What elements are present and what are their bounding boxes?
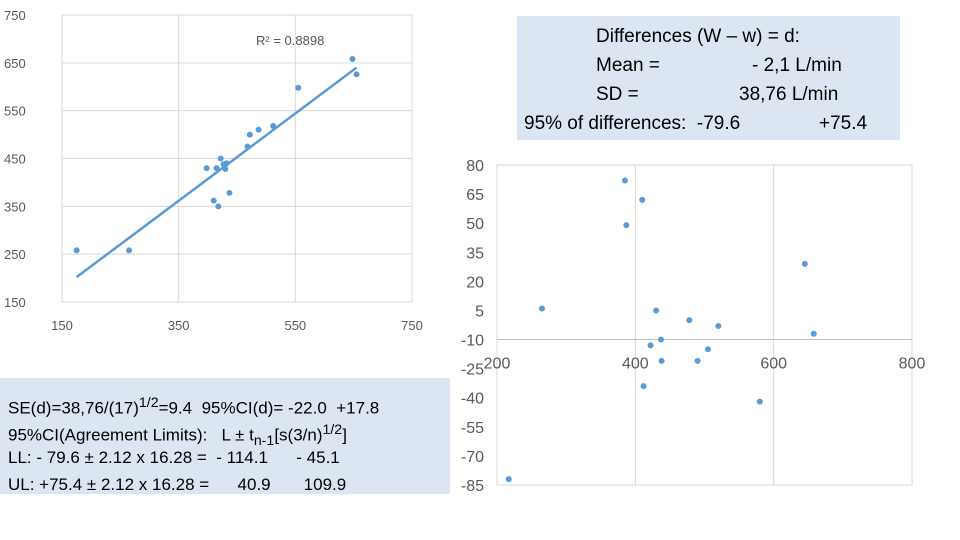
data-point xyxy=(810,330,817,337)
y-tick-label: 150 xyxy=(4,295,26,310)
data-point xyxy=(223,160,230,167)
y-tick-label: 65 xyxy=(466,187,484,204)
grid-lines xyxy=(496,165,913,485)
difference-scatter-chart: 80 65 50 35 20 5 -10 -25 -40 -55 -70 -85 200 400 600 80… xyxy=(461,158,926,495)
data-point xyxy=(217,155,224,162)
data-point xyxy=(704,346,711,353)
trendline-segment xyxy=(75,66,358,279)
limits-label: 95% of differences: -79.6 xyxy=(524,113,741,134)
data-point xyxy=(126,247,133,254)
y-tick-label: -10 xyxy=(461,333,484,350)
trendline xyxy=(75,66,358,279)
data-point xyxy=(203,165,210,172)
tick-labels: 150 250 350 450 550 650 750 150 350 550 750 xyxy=(4,8,423,333)
data-point xyxy=(210,197,217,204)
data-point xyxy=(658,357,665,364)
data-point xyxy=(270,122,277,129)
y-tick-label: -85 xyxy=(461,478,484,495)
data-point xyxy=(246,131,253,138)
y-tick-label: 350 xyxy=(4,199,26,214)
data-point xyxy=(226,189,233,196)
y-tick-label: -40 xyxy=(461,391,484,408)
data-point xyxy=(621,177,628,184)
data-point xyxy=(505,476,512,483)
data-point xyxy=(244,143,251,150)
y-tick-label: 250 xyxy=(4,247,26,262)
y-tick-label: -70 xyxy=(461,449,484,466)
data-point xyxy=(640,383,647,390)
y-tick-label: 550 xyxy=(4,104,26,119)
data-point xyxy=(538,305,545,312)
data-point xyxy=(213,165,220,172)
y-tick-label: 5 xyxy=(475,303,484,320)
y-tick-label: 650 xyxy=(4,56,26,71)
mean-value: - 2,1 L/min xyxy=(752,55,842,76)
tick-labels: 80 65 50 35 20 5 -10 -25 -40 -55 -70 -85 200 400 600 80… xyxy=(461,158,926,495)
data-point xyxy=(756,398,763,405)
x-tick-label: 400 xyxy=(622,356,649,373)
x-tick-label: 200 xyxy=(484,356,511,373)
data-point xyxy=(295,84,302,91)
data-point xyxy=(647,342,654,349)
se-line: SE(d)=38,76/(17)1/2=9.4 95%CI(d)= -22.0 … xyxy=(8,395,380,418)
upper-limit-value: +75.4 xyxy=(819,113,868,134)
y-tick-label: 50 xyxy=(466,216,484,233)
data-point xyxy=(801,260,808,267)
ci-formula-line: 95%CI(Agreement Limits): L ± tn-1[s(3/n)… xyxy=(8,422,347,450)
upper-limit-line: UL: +75.4 ± 2.12 x 16.28 = 40.9 109.9 xyxy=(8,475,347,494)
lower-limit-line: LL: - 79.6 ± 2.12 x 16.28 = - 114.1 - 45… xyxy=(8,448,340,467)
x-tick-label: 350 xyxy=(168,318,190,333)
data-point xyxy=(215,203,222,210)
x-tick-label: 750 xyxy=(401,318,423,333)
data-point xyxy=(255,126,262,133)
diff-title: Differences (W – w) = d: xyxy=(596,26,800,47)
y-tick-label: -55 xyxy=(461,420,484,437)
y-tick-label: -25 xyxy=(461,362,484,379)
differences-summary-box: Differences (W – w) = d: Mean = - 2,1 L/… xyxy=(517,16,900,140)
data-points xyxy=(73,56,360,254)
r-squared-annotation: R² = 0.8898 xyxy=(256,33,324,48)
data-point xyxy=(73,247,80,254)
y-tick-label: 450 xyxy=(4,152,26,167)
mean-label: Mean = xyxy=(596,55,660,76)
x-tick-label: 800 xyxy=(899,356,926,373)
y-tick-label: 750 xyxy=(4,8,26,23)
sd-value: 38,76 L/min xyxy=(739,84,839,105)
data-point xyxy=(353,71,360,78)
data-point xyxy=(623,222,630,229)
plot-area-frame xyxy=(496,164,913,486)
data-point xyxy=(686,317,693,324)
data-point xyxy=(639,196,646,203)
correlation-scatter-chart: 150 250 350 450 550 650 750 150 350 550 750 R² = 0… xyxy=(4,8,423,333)
x-tick-label: 550 xyxy=(284,318,306,333)
data-point xyxy=(715,322,722,329)
data-point xyxy=(694,357,701,364)
data-points xyxy=(505,177,817,483)
data-point xyxy=(653,307,660,314)
data-point xyxy=(222,166,229,173)
y-tick-label: 35 xyxy=(466,245,484,262)
data-point xyxy=(657,336,664,343)
y-tick-label: 20 xyxy=(466,274,484,291)
sd-label: SD = xyxy=(596,84,639,105)
y-tick-label: 80 xyxy=(466,158,484,175)
standard-error-box: SE(d)=38,76/(17)1/2=9.4 95%CI(d)= -22.0 … xyxy=(0,378,450,494)
data-point xyxy=(349,56,356,63)
grid-lines xyxy=(61,14,413,303)
x-tick-label: 150 xyxy=(51,318,73,333)
x-tick-label: 600 xyxy=(760,356,787,373)
